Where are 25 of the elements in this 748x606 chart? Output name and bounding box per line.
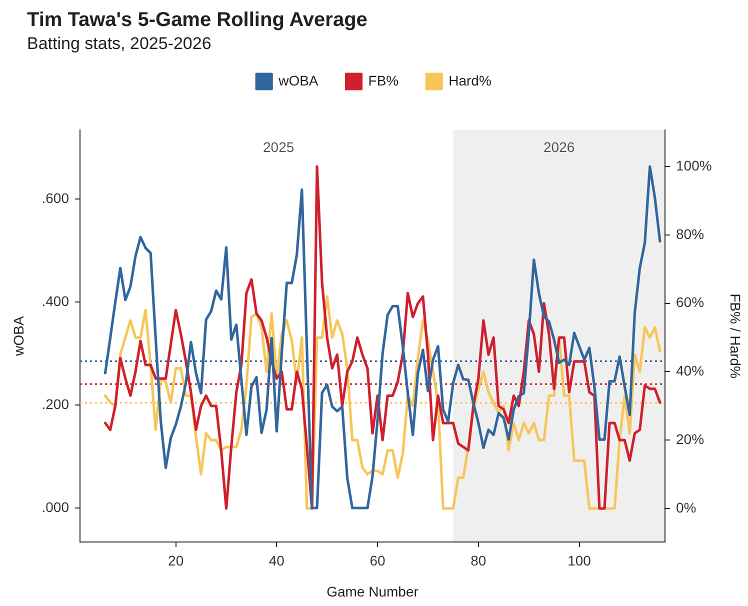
y2-tick-label: 40% bbox=[676, 362, 704, 379]
x-tick-label: 20 bbox=[168, 552, 184, 568]
legend-label: wOBA bbox=[278, 72, 319, 88]
y2-axis-title: FB% / Hard% bbox=[728, 294, 744, 378]
y2-tick-label: 60% bbox=[676, 294, 704, 310]
chart-title: Tim Tawa's 5-Game Rolling Average bbox=[27, 8, 368, 32]
y-tick-label: .000 bbox=[42, 498, 70, 515]
legend-label: Hard% bbox=[448, 72, 492, 88]
y2-tick-label: 0% bbox=[676, 499, 696, 516]
x-axis-title: Game Number bbox=[326, 583, 419, 600]
band-label: 2026 bbox=[544, 138, 575, 155]
y2-tick-label: 100% bbox=[676, 157, 712, 174]
x-tick-label: 80 bbox=[470, 552, 486, 568]
x-tick-label: 100 bbox=[568, 552, 592, 568]
y-axis-title: wOBA bbox=[10, 316, 26, 357]
legend-label: FB% bbox=[368, 72, 399, 88]
y2-tick-label: 20% bbox=[676, 430, 704, 447]
y-tick-label: .600 bbox=[42, 190, 70, 206]
y-tick-label: .400 bbox=[42, 292, 70, 309]
y2-tick-label: 80% bbox=[676, 226, 704, 242]
annotation: 2025 bbox=[263, 138, 294, 155]
chart-subtitle: Batting stats, 2025-2026 bbox=[27, 33, 212, 55]
x-tick-label: 60 bbox=[370, 552, 386, 568]
x-tick-label: 40 bbox=[268, 552, 285, 568]
y-tick-label: .200 bbox=[42, 396, 70, 412]
